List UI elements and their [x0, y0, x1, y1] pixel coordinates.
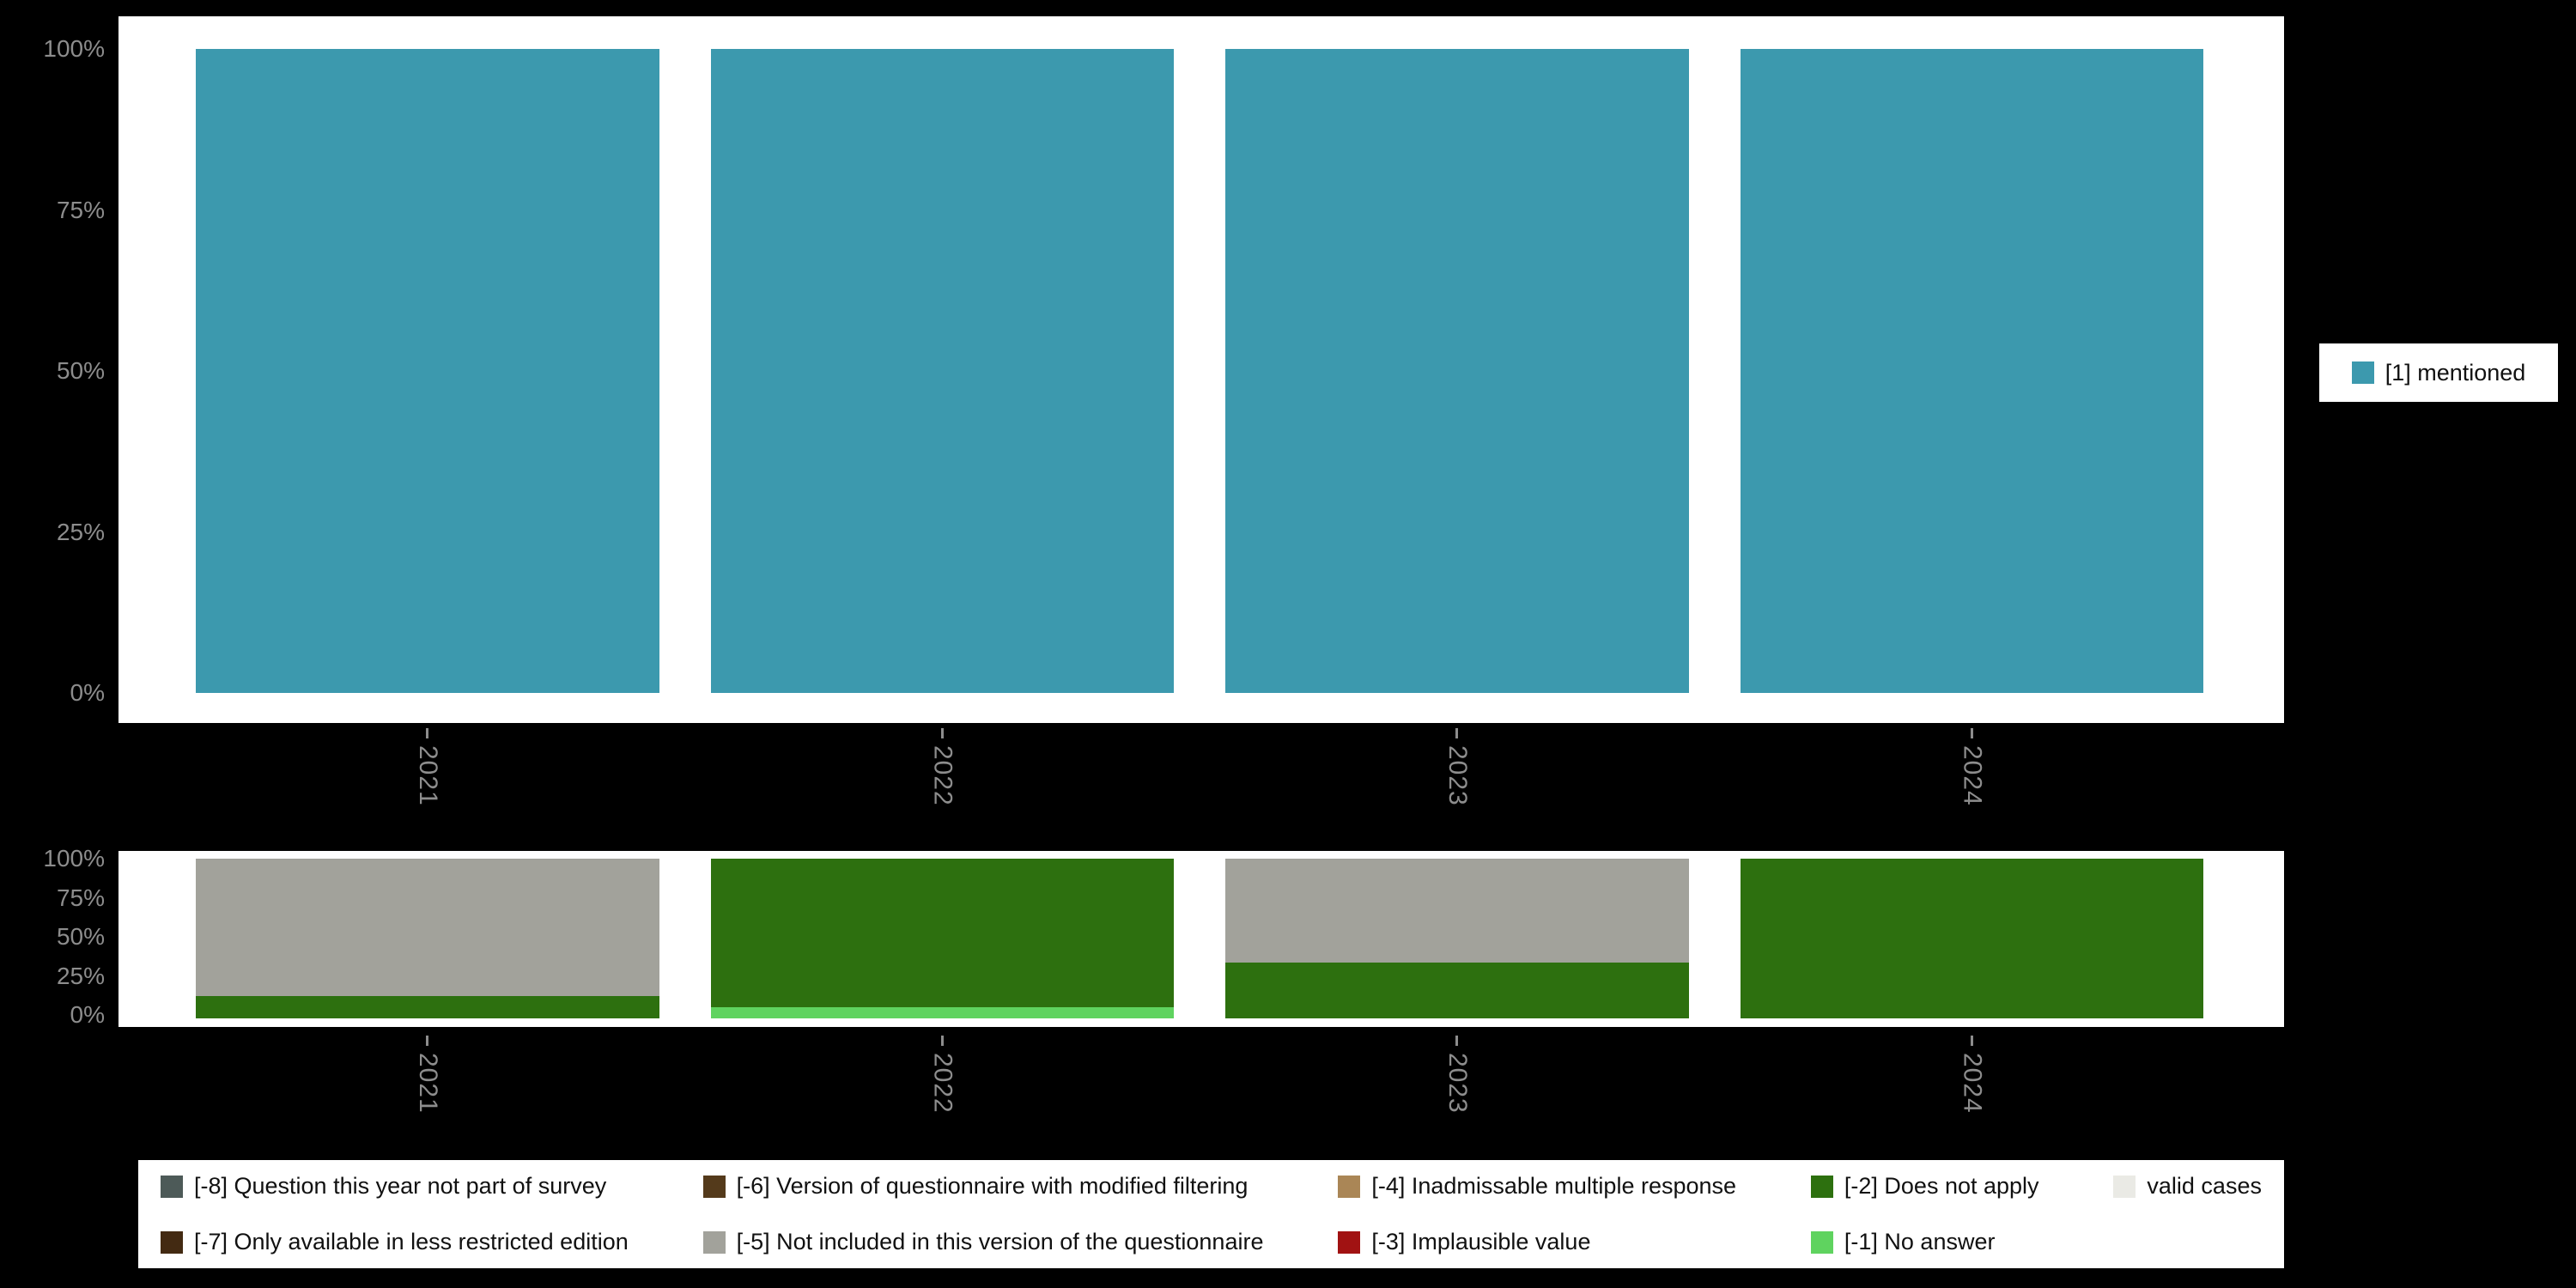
bar-2021 [196, 859, 659, 1018]
x-axis-tick [940, 1036, 944, 1046]
y-axis-label: 50% [56, 923, 105, 950]
legend-swatch [1338, 1230, 1361, 1254]
y-axis-label: 0% [70, 1001, 105, 1028]
bar-segment [710, 49, 1174, 693]
legend-item-label: valid cases [2147, 1173, 2262, 1199]
legend-swatch [2113, 1175, 2136, 1198]
x-axis-label: 2023 [1443, 1053, 1472, 1114]
legend-swatch [161, 1175, 183, 1198]
legend-item-label: [-3] Implausible value [1371, 1229, 1591, 1255]
bar-segment [1225, 962, 1689, 1018]
x-axis-tick [1970, 1036, 1973, 1046]
x-axis-label: 2021 [413, 1053, 442, 1114]
y-axis-label: 25% [56, 518, 105, 545]
responses-chart-bars [196, 49, 2203, 693]
legend-item: [-4] Inadmissable multiple response [1338, 1173, 1736, 1200]
y-axis-label: 0% [70, 679, 105, 706]
missings-chart-bars [196, 859, 2203, 1018]
x-axis-label: 2024 [1958, 745, 1987, 806]
legend-swatch [702, 1175, 726, 1198]
y-axis-label: 75% [56, 196, 105, 223]
legend-item: [-7] Only available in less restricted e… [161, 1229, 629, 1255]
legend-item-label: [-6] Version of questionnaire with modif… [736, 1173, 1249, 1199]
missings-chart-panel [118, 851, 2284, 1027]
legend-swatch [702, 1230, 726, 1254]
missings-chart-y-axis: 100% 75% 50% 25% 0% [0, 845, 112, 1028]
legend-swatch [1810, 1175, 1833, 1198]
bar-segment [196, 859, 659, 996]
bar-2021 [196, 49, 659, 693]
legend-item: [-1] No answer [1810, 1229, 2039, 1255]
responses-chart-y-axis: 100% 75% 50% 25% 0% [0, 35, 112, 706]
x-axis-tick [426, 728, 429, 738]
legend-item: [-6] Version of questionnaire with modif… [702, 1173, 1264, 1200]
x-axis-tick [426, 1036, 429, 1046]
y-axis-label: 50% [56, 357, 105, 384]
x-axis-label: 2024 [1958, 1053, 1987, 1114]
bar-segment [710, 1006, 1174, 1018]
legend-item-label: [1] mentioned [2385, 359, 2526, 386]
y-axis-label: 25% [56, 962, 105, 989]
legend-item: [-8] Question this year not part of surv… [161, 1173, 629, 1200]
x-axis-tick [940, 728, 944, 738]
legend-item-label: [-2] Does not apply [1844, 1173, 2039, 1199]
x-axis-tick [1970, 728, 1973, 738]
legend-item-label: [-1] No answer [1844, 1229, 1996, 1255]
bar-2023 [1225, 859, 1689, 1018]
bar-segment [1225, 49, 1689, 693]
legend-item-label: [-8] Question this year not part of surv… [194, 1173, 607, 1199]
missings-chart-x-axis: 2021 2022 2023 2024 [196, 1036, 2203, 1156]
legend-right: [1] mentioned [2319, 343, 2558, 402]
legend-swatch [2351, 361, 2374, 384]
bar-segment [196, 49, 659, 693]
x-axis-label: 2022 [928, 1053, 957, 1114]
x-axis-tick [1455, 1036, 1459, 1046]
responses-chart-x-axis: 2021 2022 2023 2024 [196, 728, 2203, 848]
legend-swatch [161, 1230, 183, 1254]
x-axis-label: 2021 [413, 745, 442, 806]
bar-2024 [1740, 859, 2203, 1018]
legend-swatch [1338, 1175, 1361, 1198]
legend-item-label: [-7] Only available in less restricted e… [194, 1229, 629, 1255]
legend-item-label: [-4] Inadmissable multiple response [1371, 1173, 1737, 1199]
legend-bottom: [-8] Question this year not part of surv… [138, 1160, 2284, 1268]
bar-2024 [1740, 49, 2203, 693]
responses-chart-panel [118, 16, 2284, 723]
legend-item: [1] mentioned [2351, 359, 2526, 386]
bar-segment [196, 995, 659, 1018]
y-axis-label: 75% [56, 884, 105, 911]
bar-2022 [710, 49, 1174, 693]
legend-swatch [1810, 1230, 1833, 1254]
bar-segment [1225, 859, 1689, 963]
bar-segment [1740, 49, 2203, 693]
bar-segment [1740, 859, 2203, 1018]
bar-2022 [710, 859, 1174, 1018]
bar-segment [710, 859, 1174, 1007]
y-axis-label: 100% [43, 845, 105, 872]
legend-item: [-5] Not included in this version of the… [702, 1229, 1264, 1255]
legend-item: [-2] Does not apply [1810, 1173, 2039, 1200]
x-axis-label: 2022 [928, 745, 957, 806]
bar-2023 [1225, 49, 1689, 693]
x-axis-tick [1455, 728, 1459, 738]
legend-item: [-3] Implausible value [1338, 1229, 1736, 1255]
legend-item-label: [-5] Not included in this version of the… [736, 1229, 1264, 1255]
y-axis-label: 100% [43, 35, 105, 62]
legend-item: valid cases [2113, 1173, 2262, 1200]
x-axis-label: 2023 [1443, 745, 1472, 806]
